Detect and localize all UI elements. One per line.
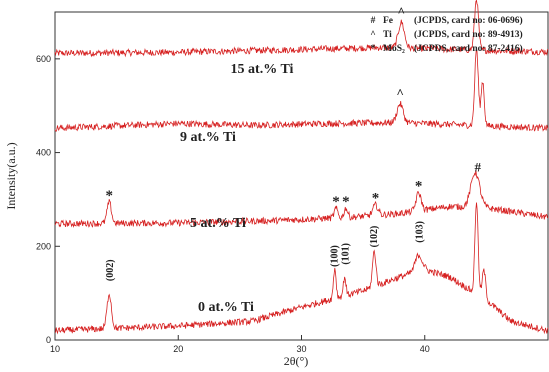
y-tick-label: 200 — [36, 241, 51, 251]
mos2-peak-marker: * — [332, 194, 340, 210]
legend-symbol: # — [371, 16, 376, 26]
series-line — [54, 169, 549, 228]
y-tick-label: 0 — [46, 335, 51, 345]
marker-layer: ^^* * * **#(002)(100) (101)(102) (103) — [105, 4, 481, 281]
mos2-peak-marker: * — [342, 194, 350, 210]
ti-peak-marker: ^ — [396, 86, 404, 101]
legend-reference: (JCPDS, card no: 06-0696) — [414, 15, 523, 26]
mos2-peak-marker: * — [415, 179, 423, 195]
legend-reference: (JCPDS, card no: 89-4913) — [414, 29, 523, 40]
series-line — [54, 47, 549, 132]
series-layer — [54, 0, 549, 335]
legend-reference: (JCPDS, card no: 87-2416) — [414, 43, 523, 54]
series-line — [54, 0, 549, 58]
x-tick-label: 20 — [173, 344, 183, 354]
series-label: 9 at.% Ti — [180, 130, 236, 145]
y-tick-label: 400 — [36, 148, 51, 158]
y-axis-label: Intensity(a.u.) — [4, 142, 18, 209]
legend-phase: Fe — [383, 16, 393, 26]
legend: # Fe (JCPDS, card no: 06-0696) ^ Ti (JCPDS, c… — [370, 15, 522, 54]
legend-symbol: * — [371, 44, 376, 54]
series-label: 0 at.% Ti — [198, 300, 254, 315]
mos2-peak-marker: * — [105, 188, 113, 204]
peak-index-label: (100) — [330, 245, 341, 267]
series-label-layer: 15 at.% Ti 9 at.% Ti 5 at.% Ti 0 at.% Ti — [180, 62, 293, 315]
x-axis-label: 2θ(°) — [284, 354, 309, 368]
peak-index-label: (103) — [415, 221, 426, 243]
peak-index-label: (102) — [369, 226, 380, 248]
legend-phase: Ti — [383, 30, 392, 40]
ti-peak-marker: ^ — [398, 4, 406, 19]
legend-phase: MoS₂ — [383, 44, 405, 54]
x-tick-label: 10 — [50, 344, 60, 354]
series-line — [54, 202, 549, 335]
x-tick-label: 40 — [420, 344, 430, 354]
peak-index-label: (101) — [341, 243, 352, 265]
fe-peak-marker: # — [474, 159, 481, 174]
mos2-peak-marker: * — [372, 191, 380, 207]
x-tick-label: 30 — [296, 344, 306, 354]
legend-symbol: ^ — [370, 30, 376, 40]
peak-index-label: (002) — [105, 259, 116, 281]
series-label: 5 at.% Ti — [190, 216, 246, 231]
y-tick-label: 600 — [36, 54, 51, 64]
series-label: 15 at.% Ti — [231, 62, 294, 77]
